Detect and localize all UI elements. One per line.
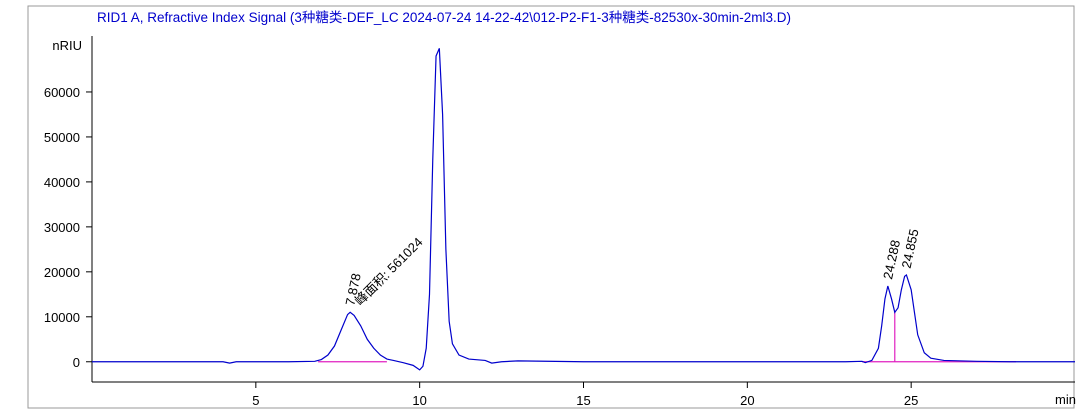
y-axis-label: nRIU — [52, 38, 82, 53]
y-tick-label: 40000 — [44, 175, 80, 190]
frame — [27, 5, 1075, 409]
x-tick-label: 5 — [252, 393, 259, 408]
x-tick-label: 20 — [740, 393, 754, 408]
x-tick-label: 15 — [576, 393, 590, 408]
peak-label: 24.855 — [899, 228, 922, 270]
x-axis-label: min — [1055, 392, 1076, 407]
y-tick-label: 30000 — [44, 220, 80, 235]
y-tick-label: 60000 — [44, 85, 80, 100]
x-tick-label: 10 — [412, 393, 426, 408]
area-label: 峰面积: 561024 — [352, 234, 426, 308]
x-tick-label: 25 — [904, 393, 918, 408]
signal-line — [92, 48, 1075, 371]
y-tick-label: 20000 — [44, 265, 80, 280]
y-tick-label: 0 — [73, 355, 80, 370]
peak-label: 7.878 — [342, 272, 363, 307]
chart-title: RID1 A, Refractive Index Signal (3种糖类-DE… — [97, 10, 791, 25]
y-tick-label: 10000 — [44, 310, 80, 325]
y-tick-label: 50000 — [44, 130, 80, 145]
